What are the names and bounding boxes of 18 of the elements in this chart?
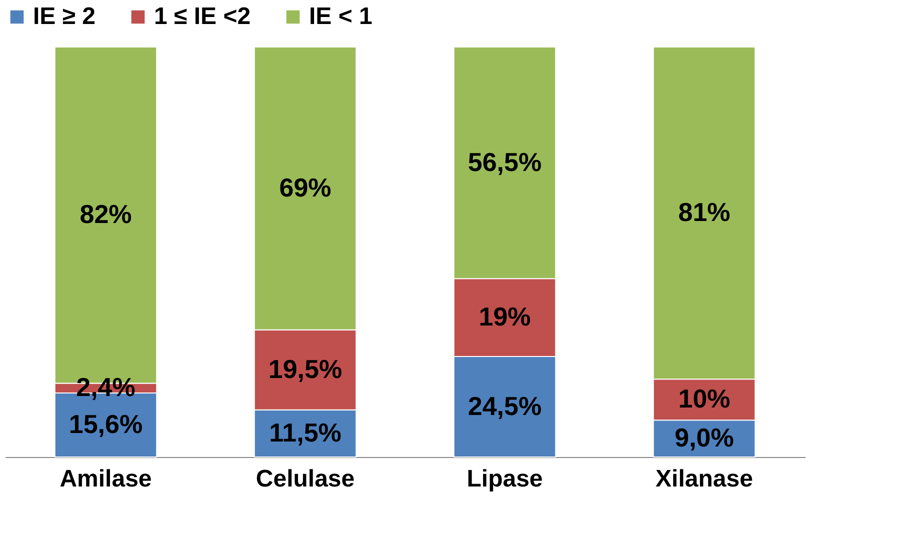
legend-label: IE ≥ 2 [33, 3, 96, 30]
data-label: 19,5% [268, 354, 342, 384]
data-label: 56,5% [468, 146, 542, 177]
data-label: 82% [80, 199, 132, 230]
data-label: 9,0% [674, 422, 734, 453]
data-label: 15,6% [68, 409, 143, 440]
legend-label: IE < 1 [309, 3, 372, 30]
data-label: 81% [678, 197, 730, 228]
x-tick-label: Xilanase [656, 466, 753, 492]
data-label: 11,5% [269, 417, 342, 448]
data-label: 19% [478, 302, 531, 332]
data-label: 10% [678, 384, 730, 414]
x-tick-label: Lipase [466, 466, 543, 492]
x-tick-label: Amilase [60, 466, 152, 492]
legend-label: 1 ≤ IE <2 [154, 3, 251, 30]
data-label: 24,5% [468, 390, 542, 421]
x-tick-label: Celulase [256, 466, 355, 492]
data-label: 69% [279, 172, 332, 202]
